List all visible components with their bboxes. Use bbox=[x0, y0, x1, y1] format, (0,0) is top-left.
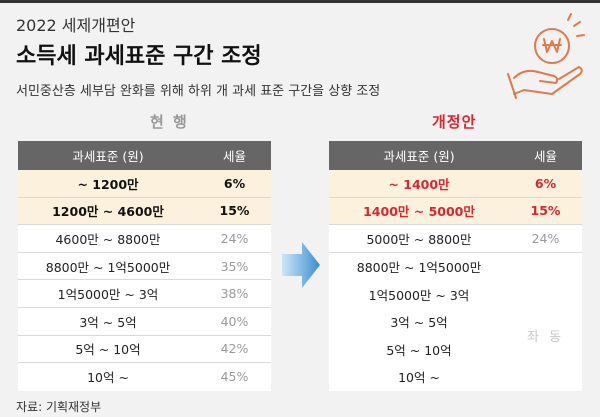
bracket-cell: 1억5000만 ~ 3억 bbox=[57, 287, 159, 303]
revised-table: 과세표준 (원) 세율 ~ 1400만 6% 1400만 ~ 5000만 15% 5… bbox=[329, 141, 582, 391]
table-row: 1200만 ~ 4600만 15% bbox=[18, 197, 271, 226]
col-rate-header: 세율 bbox=[222, 149, 246, 164]
page-title: 소득세 과세표준 구간 조정 bbox=[16, 44, 262, 69]
table-header-row: 과세표준 (원) 세율 bbox=[329, 141, 582, 170]
same-as-left-label: 좌 동 bbox=[526, 330, 565, 345]
table-row: ~ 1400만 6% bbox=[329, 170, 582, 198]
rate-cell: 42% bbox=[220, 341, 249, 357]
rate-cell: 24% bbox=[220, 230, 249, 246]
bracket-cell: 3억 ~ 5억 bbox=[79, 314, 137, 330]
top-rule bbox=[0, 0, 600, 3]
table-row: 8800만 ~ 1억5000만 35% bbox=[18, 253, 271, 281]
table-row: 5억 ~ 10억 42% bbox=[18, 336, 271, 364]
col-bracket-header: 과세표준 (원) bbox=[383, 149, 455, 164]
bracket-cell: 8800만 ~ 1억5000만 bbox=[356, 260, 482, 276]
bracket-cell: 8800만 ~ 1억5000만 bbox=[45, 259, 171, 275]
bracket-cell: 10억 ~ bbox=[87, 370, 129, 386]
right-arrow-icon bbox=[282, 240, 322, 290]
bracket-cell: 10억 ~ bbox=[398, 370, 440, 386]
rate-cell: 38% bbox=[220, 286, 249, 302]
rate-cell: 45% bbox=[220, 369, 249, 385]
bracket-cell: 5억 ~ 10억 bbox=[386, 342, 452, 358]
table-row: 1억5000만 ~ 3억 38% bbox=[18, 280, 271, 308]
subtitle: 서민중산층 세부담 완화를 위해 하위 개 과세 표준 구간을 상향 조정 bbox=[16, 84, 381, 99]
rate-cell: 35% bbox=[220, 258, 249, 274]
rate-cell: 24% bbox=[531, 230, 560, 246]
bracket-cell: 1억5000만 ~ 3억 bbox=[368, 287, 470, 303]
table-row: 4600만 ~ 8800만 24% bbox=[18, 225, 271, 253]
current-table: 과세표준 (원) 세율 ~ 1200만 6% 1200만 ~ 4600만 15% 4… bbox=[18, 141, 271, 391]
bracket-cell: 4600만 ~ 8800만 bbox=[55, 231, 161, 247]
table-row: ~ 1200만 6% bbox=[18, 170, 271, 198]
bracket-cell: 1200만 ~ 4600만 bbox=[52, 204, 164, 220]
bracket-cell: ~ 1200만 bbox=[77, 176, 139, 192]
bracket-cell: 3억 ~ 5억 bbox=[390, 315, 448, 331]
table-row: 1억5000만 ~ 3억 bbox=[329, 280, 582, 308]
table-row: 10억 ~ bbox=[329, 363, 582, 391]
rate-cell: 6% bbox=[223, 175, 246, 191]
kicker: 2022 세제개편안 bbox=[16, 16, 136, 35]
table-row: 5억 ~ 10억 bbox=[329, 336, 582, 364]
table-row: 5000만 ~ 8800만 24% bbox=[329, 225, 582, 253]
revised-header: 개정안 bbox=[432, 113, 477, 131]
rate-cell: 40% bbox=[220, 313, 249, 329]
rate-cell: 15% bbox=[219, 203, 250, 219]
current-header: 현 행 bbox=[150, 113, 189, 131]
table-row: 3억 ~ 5억 bbox=[329, 308, 582, 336]
col-bracket-header: 과세표준 (원) bbox=[72, 149, 144, 164]
rate-cell: 15% bbox=[530, 203, 561, 219]
bracket-cell: 1400만 ~ 5000만 bbox=[363, 204, 475, 220]
bracket-cell: 5000만 ~ 8800만 bbox=[366, 231, 472, 247]
col-rate-header: 세율 bbox=[533, 149, 557, 164]
table-row: 3억 ~ 5억 40% bbox=[18, 308, 271, 336]
table-row: 8800만 ~ 1억5000만 bbox=[329, 253, 582, 281]
source-note: 자료: 기획재정부 bbox=[16, 400, 102, 414]
table-row: 10억 ~ 45% bbox=[18, 363, 271, 391]
rate-cell: 6% bbox=[534, 175, 557, 191]
bracket-cell: ~ 1400만 bbox=[388, 176, 450, 192]
table-row: 1400만 ~ 5000만 15% bbox=[329, 197, 582, 226]
bracket-cell: 5억 ~ 10억 bbox=[75, 342, 141, 358]
hand-holding-won-coin-icon bbox=[494, 6, 594, 106]
table-header-row: 과세표준 (원) 세율 bbox=[18, 141, 271, 170]
